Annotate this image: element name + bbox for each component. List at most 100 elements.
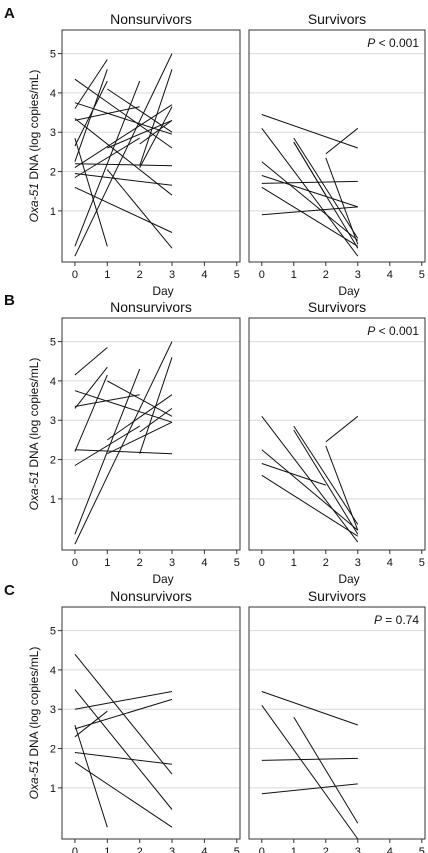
x-tick-label: 5 (234, 557, 240, 569)
x-tick-label: 4 (201, 846, 207, 853)
patient-trajectory-line (261, 463, 326, 486)
patient-trajectory-line (261, 474, 359, 537)
y-tick-label: 3 (50, 415, 56, 427)
x-axis-title: Day (338, 284, 359, 298)
y-axis-title: Oxa-51 DNA (log copies/mL) (27, 647, 41, 800)
y-axis-title-unit: DNA (log copies/mL) (27, 647, 41, 760)
x-tick-label: 5 (419, 269, 425, 281)
y-tick-label: 5 (50, 337, 56, 349)
x-tick-label: 0 (72, 557, 78, 569)
patient-trajectory-line (74, 102, 173, 135)
patient-trajectory-line (293, 425, 359, 525)
y-tick-label: 4 (50, 376, 56, 388)
subplot-title: Nonsurvivors (110, 588, 192, 604)
patient-trajectory-line (74, 137, 108, 247)
subplot-title: Survivors (308, 11, 366, 27)
plot-frame (61, 606, 241, 840)
patient-trajectory-line (74, 186, 173, 233)
patient-trajectory-line (325, 157, 359, 245)
x-tick-label: 3 (355, 557, 361, 569)
x-axis-title: Day (338, 572, 359, 586)
x-tick-label: 2 (323, 557, 329, 569)
y-tick-label: 5 (50, 49, 56, 61)
subplot-title: Survivors (308, 299, 366, 315)
x-tick-label: 0 (259, 269, 265, 281)
patient-trajectory-line (139, 69, 173, 166)
subplot-title: Nonsurvivors (110, 299, 192, 315)
patient-trajectory-line (261, 705, 359, 840)
x-tick-label: 0 (259, 846, 265, 853)
patient-trajectory-line (74, 691, 173, 710)
patient-trajectory-line (325, 415, 359, 443)
panel-label: A (4, 5, 15, 22)
x-axis-title: Day (152, 284, 173, 298)
patient-trajectory-line (325, 445, 359, 531)
y-axis-title-gene: Oxa-51 (27, 471, 41, 510)
patient-trajectory-line (261, 180, 358, 184)
panel-label: C (4, 582, 15, 599)
x-tick-label: 4 (201, 557, 207, 569)
x-tick-label: 3 (169, 557, 175, 569)
panel-label: B (4, 292, 15, 309)
x-tick-label: 0 (259, 557, 265, 569)
p-value-label: P < 0.001 (367, 324, 419, 338)
y-axis-title-gene: Oxa-51 (27, 760, 41, 799)
patient-trajectory-line (74, 710, 108, 738)
patient-trajectory-line (107, 380, 173, 417)
patient-trajectory-line (74, 104, 173, 169)
x-tick-label: 2 (323, 269, 329, 281)
patient-trajectory-line (293, 716, 359, 824)
patient-trajectory-line (74, 80, 141, 247)
x-tick-label: 2 (323, 846, 329, 853)
patient-trajectory-line (74, 724, 108, 828)
patient-trajectory-line (74, 366, 108, 409)
subplot-title: Nonsurvivors (110, 11, 192, 27)
patient-trajectory-line (261, 691, 358, 726)
patient-trajectory-line (139, 119, 173, 145)
patient-trajectory-line (106, 169, 173, 249)
patient-trajectory-line (74, 698, 173, 730)
patient-trajectory-line (74, 163, 173, 167)
patient-trajectory-line (74, 69, 108, 162)
x-tick-label: 1 (291, 846, 297, 853)
patient-trajectory-line (74, 53, 173, 257)
patient-trajectory-line (107, 88, 173, 133)
patient-trajectory-line (74, 425, 140, 466)
patient-trajectory-line (261, 127, 359, 257)
patient-trajectory-line (74, 390, 173, 423)
patient-trajectory-line (74, 374, 108, 452)
y-tick-label: 1 (50, 494, 56, 506)
x-tick-label: 1 (291, 269, 297, 281)
patient-trajectory-line (74, 752, 173, 765)
patient-trajectory-line (74, 368, 141, 535)
patient-trajectory-line (261, 161, 359, 241)
x-tick-label: 4 (387, 846, 393, 853)
y-axis-title-unit: DNA (log copies/mL) (27, 70, 41, 183)
x-tick-label: 1 (104, 557, 110, 569)
patient-trajectory-line (74, 341, 173, 545)
patient-trajectory-line (261, 449, 359, 531)
x-tick-label: 2 (137, 557, 143, 569)
x-tick-label: 3 (355, 269, 361, 281)
x-tick-label: 3 (169, 269, 175, 281)
patient-trajectory-line (74, 59, 108, 109)
x-tick-label: 5 (234, 846, 240, 853)
x-tick-label: 5 (419, 846, 425, 853)
y-tick-label: 1 (50, 783, 56, 795)
x-tick-label: 5 (419, 557, 425, 569)
patient-trajectory-line (293, 429, 359, 535)
x-tick-label: 4 (201, 269, 207, 281)
x-axis-title: Day (152, 572, 173, 586)
x-tick-label: 5 (234, 269, 240, 281)
patient-trajectory-line (261, 757, 358, 761)
patient-trajectory-line (261, 114, 358, 149)
plot-frame (248, 606, 426, 840)
x-tick-label: 2 (137, 846, 143, 853)
x-tick-label: 4 (387, 557, 393, 569)
patient-trajectory-line (74, 347, 108, 376)
x-tick-label: 0 (72, 846, 78, 853)
y-tick-label: 3 (50, 127, 56, 139)
x-tick-label: 1 (291, 557, 297, 569)
y-tick-label: 2 (50, 167, 56, 179)
